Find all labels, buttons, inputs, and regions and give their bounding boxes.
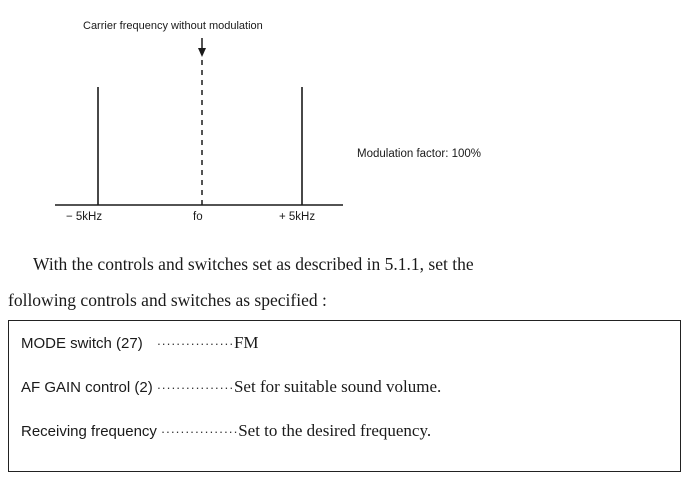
settings-box: MODE switch (27) ················ FM AF … — [8, 320, 681, 472]
settings-value: Set to the desired frequency. — [238, 421, 432, 440]
modulation-factor-label: Modulation factor: 100% — [357, 148, 482, 160]
tick-label-fo: fo — [193, 211, 203, 223]
carrier-frequency-label: Carrier frequency without modulation — [83, 20, 263, 32]
settings-value: Set for suitable sound volume. — [233, 377, 442, 396]
settings-item: Receiving frequency — [21, 423, 157, 440]
tick-label-plus-5khz: + 5kHz — [279, 211, 316, 223]
spectrum-diagram — [55, 38, 343, 206]
dot-leader: ················ — [156, 336, 234, 351]
settings-row-mode: MODE switch (27) ················ FM — [21, 333, 259, 363]
settings-row-receiving-frequency: Receiving frequency ················ Set… — [21, 421, 431, 451]
carrier-arrow-head — [198, 48, 206, 57]
settings-row-af-gain: AF GAIN control (2) ················ Set… — [21, 377, 441, 407]
tick-label-minus-5khz: − 5kHz — [66, 211, 103, 223]
dot-leader: ················ — [156, 380, 234, 395]
settings-item: AF GAIN control (2) — [21, 379, 153, 396]
dot-leader: ················ — [160, 424, 239, 439]
settings-value: FM — [233, 333, 259, 352]
settings-item: MODE switch (27) — [21, 335, 143, 352]
instruction-text-line-2: following controls and switches as speci… — [8, 290, 327, 310]
spectrum-figure: Carrier frequency without modulation Mod… — [55, 20, 482, 223]
instruction-text-line-1: With the controls and switches set as de… — [33, 254, 474, 274]
